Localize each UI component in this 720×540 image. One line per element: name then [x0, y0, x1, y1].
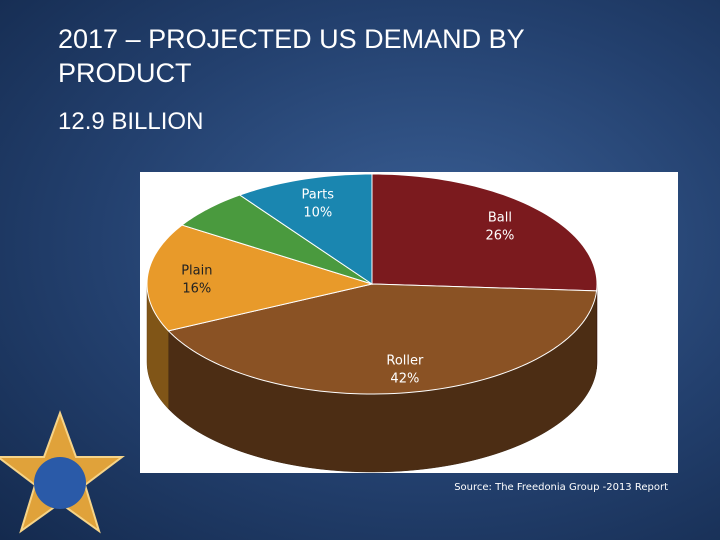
slice-label: Ball	[488, 210, 512, 225]
slice-label: Parts	[302, 187, 335, 202]
slide-subtitle: 12.9 BILLION	[58, 108, 204, 135]
slice-label: Plain	[181, 264, 212, 279]
slide-title: 2017 – PROJECTED US DEMAND BY PRODUCT	[58, 24, 525, 88]
pie-slice	[146, 224, 374, 332]
slice-value-label: 26%	[485, 228, 514, 243]
pie-slice	[167, 283, 598, 395]
slice-label: Roller	[386, 353, 424, 368]
slice-value-label: 10%	[303, 205, 332, 220]
slice-value-label: 42%	[390, 371, 419, 386]
slice-value-label: 16%	[182, 282, 211, 297]
source-note: Source: The Freedonia Group -2013 Report	[454, 482, 668, 493]
pie-slice	[238, 173, 373, 285]
pie-slice	[371, 173, 598, 292]
pie-slice	[180, 194, 373, 285]
chart: Ball 26% Roller 42% Plain 16% Parts 10% Source: …	[140, 172, 678, 493]
logo-star	[0, 410, 125, 534]
